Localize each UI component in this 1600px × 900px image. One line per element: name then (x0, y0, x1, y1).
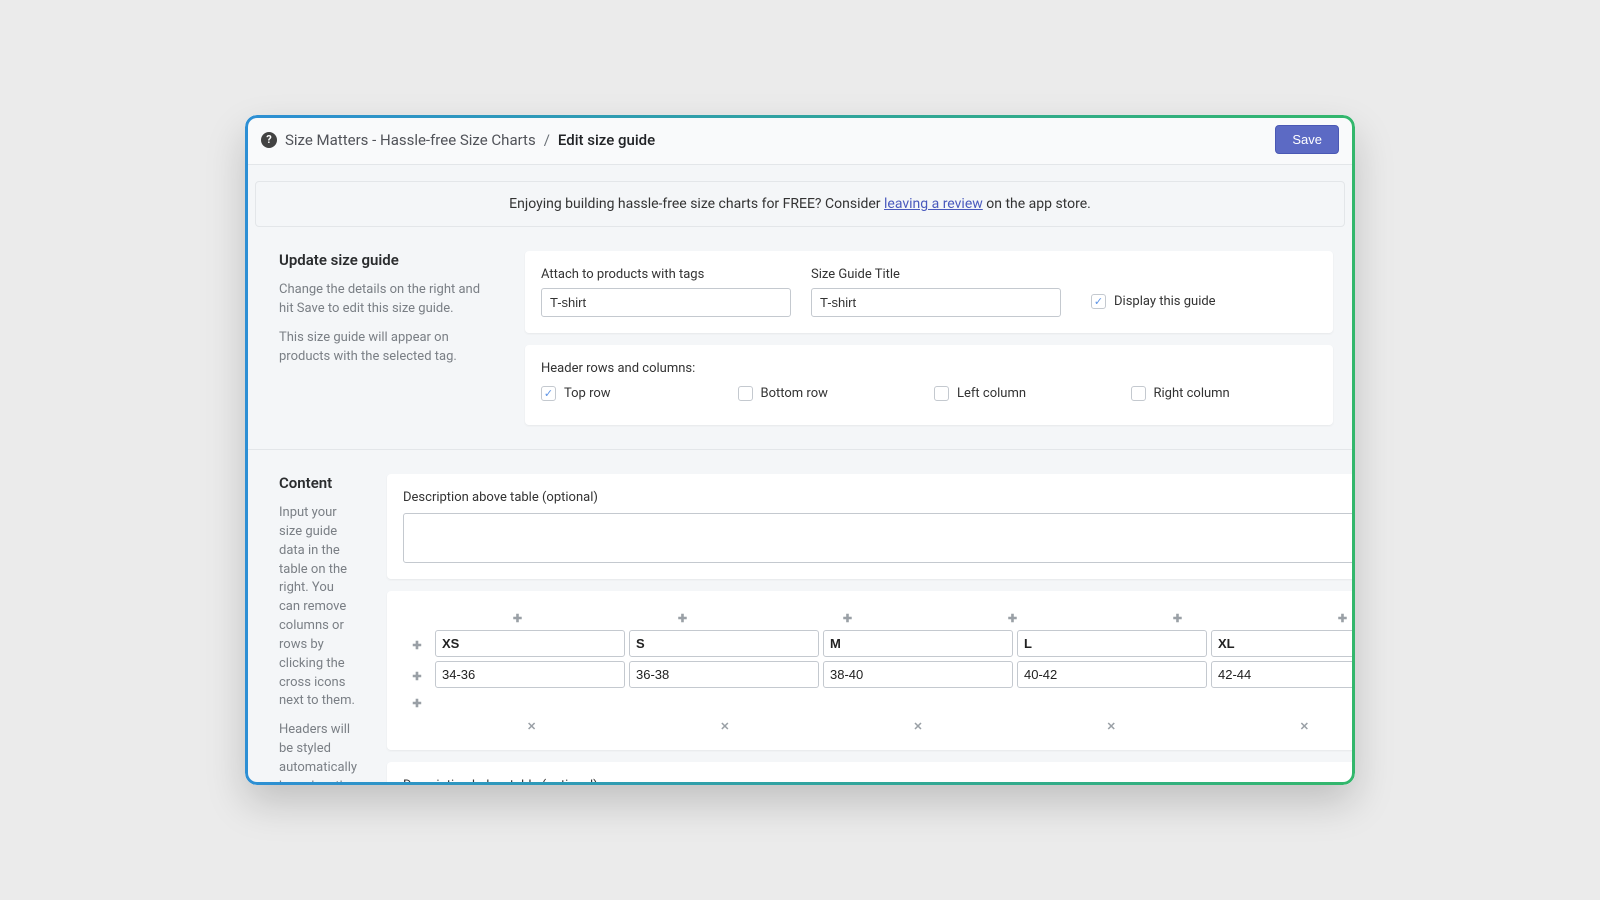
title-label: Size Guide Title (811, 267, 1061, 282)
banner-suffix: on the app store. (983, 196, 1091, 212)
tags-label: Attach to products with tags (541, 267, 791, 282)
bottomrow-checkbox[interactable] (738, 386, 753, 401)
size-cell-input[interactable] (1017, 630, 1207, 657)
card-size-table (387, 591, 1355, 750)
page-title: Edit size guide (558, 131, 655, 149)
display-label: Display this guide (1114, 294, 1216, 309)
breadcrumb-separator: / (544, 131, 550, 149)
update-desc-2: This size guide will appear on products … (279, 329, 495, 367)
review-banner: Enjoying building hassle-free size chart… (255, 181, 1345, 227)
size-cell-input[interactable] (435, 630, 625, 657)
add-column-icon[interactable] (1095, 607, 1260, 626)
header-opts-label: Header rows and columns: (541, 361, 1317, 376)
delete-column-icon[interactable] (821, 715, 1014, 734)
toprow-checkbox[interactable] (541, 386, 556, 401)
leftcol-checkbox[interactable] (934, 386, 949, 401)
title-input[interactable] (811, 288, 1061, 317)
add-row-icon[interactable] (403, 634, 431, 653)
desc-above-label: Description above table (optional) (403, 490, 1355, 505)
size-cell-input[interactable] (435, 661, 625, 688)
app-window: ? Size Matters - Hassle-free Size Charts… (245, 115, 1355, 785)
toprow-label: Top row (564, 386, 611, 401)
add-column-icon[interactable] (930, 607, 1095, 626)
content-desc-2: Headers will be styled automatically bas… (279, 721, 357, 785)
data-rows (403, 630, 1355, 688)
display-checkbox[interactable] (1091, 294, 1106, 309)
size-cell-input[interactable] (629, 630, 819, 657)
review-link[interactable]: leaving a review (884, 196, 983, 212)
content-side: Content Input your size guide data in th… (255, 474, 367, 785)
add-row-icon[interactable] (403, 665, 431, 684)
content-main: Description above table (optional) Descr… (387, 474, 1355, 785)
desc-below-label: Description below table (optional) (403, 778, 1355, 785)
card-desc-above: Description above table (optional) (387, 474, 1355, 579)
desc-above-input[interactable] (403, 513, 1355, 563)
add-column-icon[interactable] (435, 607, 600, 626)
update-main: Attach to products with tags Size Guide … (525, 251, 1345, 425)
size-cell-input[interactable] (1211, 630, 1355, 657)
save-button[interactable]: Save (1275, 125, 1339, 154)
add-column-icon[interactable] (1260, 607, 1355, 626)
add-row-bottom-icon[interactable] (403, 692, 431, 711)
size-cell-input[interactable] (823, 661, 1013, 688)
section-update: Update size guide Change the details on … (245, 227, 1355, 449)
table-row (403, 630, 1355, 657)
update-desc-1: Change the details on the right and hit … (279, 281, 495, 319)
size-cell-input[interactable] (1211, 661, 1355, 688)
table-row (403, 661, 1355, 688)
delete-column-icon[interactable] (628, 715, 821, 734)
card-desc-below: Description below table (optional) (387, 762, 1355, 785)
card-basic: Attach to products with tags Size Guide … (525, 251, 1333, 333)
rightcol-checkbox[interactable] (1131, 386, 1146, 401)
update-side: Update size guide Change the details on … (255, 251, 505, 425)
leftcol-label: Left column (957, 386, 1026, 401)
update-heading: Update size guide (279, 251, 495, 269)
section-content: Content Input your size guide data in th… (245, 449, 1355, 785)
card-header-opts: Header rows and columns: Top row Bottom … (525, 345, 1333, 425)
delete-column-icon[interactable] (1015, 715, 1208, 734)
content-desc-1: Input your size guide data in the table … (279, 504, 357, 711)
breadcrumb: ? Size Matters - Hassle-free Size Charts… (261, 131, 655, 149)
add-column-icon[interactable] (765, 607, 930, 626)
banner-prefix: Enjoying building hassle-free size chart… (509, 196, 884, 212)
rightcol-label: Right column (1154, 386, 1230, 401)
content-heading: Content (279, 474, 357, 492)
add-column-icon[interactable] (600, 607, 765, 626)
size-cell-input[interactable] (629, 661, 819, 688)
delete-column-icon[interactable] (1208, 715, 1355, 734)
titlebar: ? Size Matters - Hassle-free Size Charts… (245, 115, 1355, 165)
bottomrow-label: Bottom row (761, 386, 828, 401)
tags-input[interactable] (541, 288, 791, 317)
size-cell-input[interactable] (823, 630, 1013, 657)
column-add-row (435, 607, 1355, 626)
app-name[interactable]: Size Matters - Hassle-free Size Charts (285, 131, 536, 149)
size-cell-input[interactable] (1017, 661, 1207, 688)
column-delete-row (435, 715, 1355, 734)
delete-column-icon[interactable] (435, 715, 628, 734)
help-icon[interactable]: ? (261, 132, 277, 148)
